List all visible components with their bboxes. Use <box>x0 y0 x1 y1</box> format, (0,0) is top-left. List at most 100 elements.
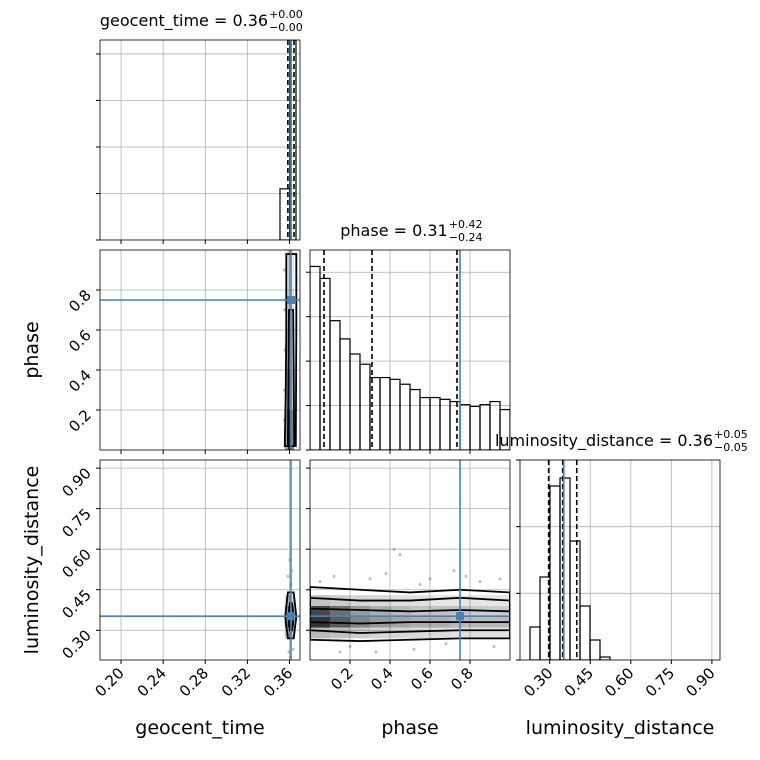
pair-panel <box>100 460 300 660</box>
density-cell <box>284 410 288 450</box>
pair-panel <box>310 460 510 660</box>
x-tick-label: 0.45 <box>561 664 597 700</box>
x-tick-label: 0.8 <box>447 664 477 694</box>
sample-point <box>291 647 295 651</box>
histogram-bar <box>579 605 591 660</box>
x-axis-label: phase <box>381 717 438 739</box>
density-cell <box>291 410 295 450</box>
x-tick-label: 0.6 <box>407 664 437 694</box>
y-axis-label: luminosity_distance <box>21 466 43 655</box>
histogram-bar <box>439 398 451 450</box>
density-cell <box>287 595 292 606</box>
histogram-bar <box>589 639 601 660</box>
density-cell <box>330 595 350 606</box>
histogram-bar <box>409 388 421 450</box>
density-cell <box>310 627 330 639</box>
sample-point <box>444 642 448 646</box>
truth-marker <box>286 296 295 304</box>
sample-point <box>283 308 287 312</box>
y-tick-label: 0.75 <box>58 505 94 541</box>
sample-point <box>286 574 290 578</box>
sample-point <box>452 569 456 573</box>
panel-frame <box>309 459 511 661</box>
x-tick-label: 0.20 <box>92 664 128 700</box>
panel-frame <box>99 39 301 241</box>
density-cell <box>350 616 370 628</box>
panel-frame <box>519 459 721 661</box>
sample-point <box>318 580 322 584</box>
x-tick-label: 0.60 <box>601 664 637 700</box>
histogram-bar <box>329 320 341 450</box>
panel-frame <box>309 249 511 451</box>
x-axis-label: geocent_time <box>135 717 264 739</box>
x-tick-label: 0.75 <box>642 664 678 700</box>
histogram-panel <box>520 460 720 660</box>
histogram-bar <box>559 477 571 660</box>
panel-title: phase = 0.31 <box>340 221 447 240</box>
y-tick-label: 0.4 <box>65 366 95 396</box>
x-axis-label: luminosity_distance <box>526 717 715 739</box>
density-cell <box>291 370 295 410</box>
y-tick-label: 0.8 <box>65 286 95 316</box>
title-lower: −0.05 <box>714 441 748 454</box>
histogram-bar <box>399 383 411 450</box>
sample-point <box>282 268 286 272</box>
sample-point <box>332 574 336 578</box>
sample-point <box>412 647 416 651</box>
y-tick-label: 0.60 <box>58 545 94 581</box>
histogram-bar <box>449 400 461 450</box>
histogram-panel <box>310 250 510 450</box>
truth-marker <box>456 612 464 621</box>
y-tick-label: 0.30 <box>58 626 94 662</box>
panel-frame <box>99 459 301 661</box>
panel-title: luminosity_distance = 0.36 <box>495 431 713 451</box>
sample-point <box>384 572 388 576</box>
histogram-bar <box>339 338 351 450</box>
histogram-bar <box>349 353 361 450</box>
panel-frame <box>99 249 301 451</box>
contour <box>310 586 510 642</box>
sample-point <box>492 644 496 648</box>
histogram-bar <box>319 277 331 450</box>
title-lower: −0.24 <box>449 231 483 244</box>
histogram-bar <box>479 404 491 450</box>
density-cell <box>430 627 450 639</box>
density-cell <box>287 627 292 639</box>
density-cell <box>284 627 288 639</box>
pair-panel <box>100 250 300 450</box>
y-tick-label: 0.2 <box>65 406 95 436</box>
sample-point <box>464 574 468 578</box>
density-cell <box>470 627 490 639</box>
title-upper: +0.00 <box>269 8 303 21</box>
x-tick-label: 0.4 <box>367 664 397 694</box>
histogram-bar <box>289 40 297 240</box>
x-tick-label: 0.36 <box>260 664 296 700</box>
title-upper: +0.42 <box>449 218 483 231</box>
density-cell <box>410 627 430 639</box>
histogram-bar <box>359 363 371 450</box>
histogram-bar <box>529 626 541 660</box>
histogram-bar <box>569 540 581 660</box>
density-cell <box>310 605 330 617</box>
histogram-bar <box>549 485 561 660</box>
density-cell <box>287 250 292 290</box>
histogram-bar <box>389 378 401 450</box>
sample-point <box>398 553 402 557</box>
title-upper: +0.05 <box>714 428 748 441</box>
sample-point <box>368 577 372 581</box>
contour <box>286 309 296 447</box>
sample-point <box>478 580 482 584</box>
sample-point <box>287 650 291 654</box>
density-cell <box>310 595 330 606</box>
panel-title: geocent_time = 0.36 <box>100 11 268 31</box>
histogram-bar <box>469 405 481 450</box>
histogram-bar <box>459 404 471 450</box>
density-cell <box>430 595 450 606</box>
x-tick-label: 0.30 <box>520 664 556 700</box>
histogram-bar <box>379 376 391 450</box>
contour <box>310 607 510 625</box>
density-cell <box>390 627 410 639</box>
x-tick-label: 0.24 <box>134 664 170 700</box>
histogram-panel <box>100 40 300 240</box>
